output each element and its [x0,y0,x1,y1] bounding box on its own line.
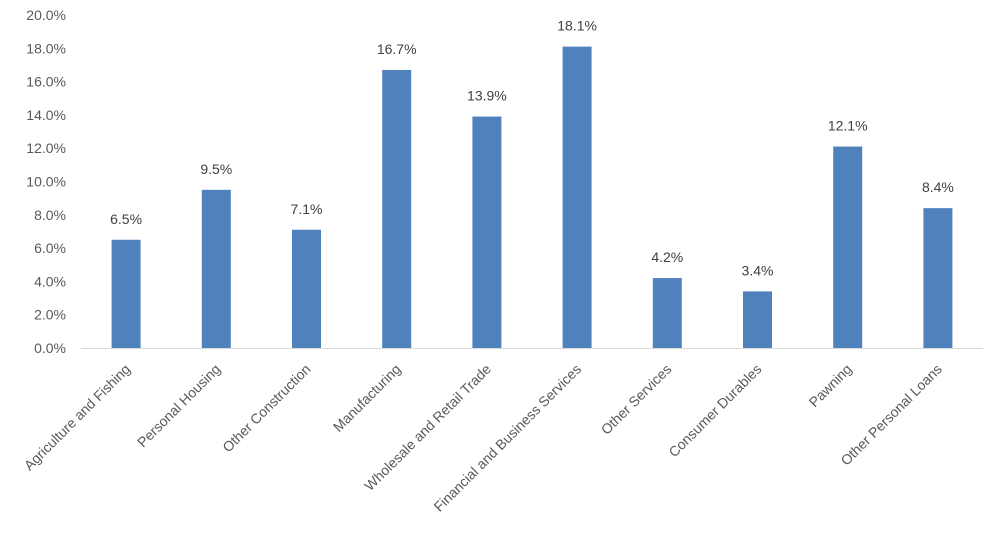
y-tick-label: 20.0% [26,7,66,23]
y-tick-label: 6.0% [34,240,66,256]
bar [562,46,592,348]
x-category-label: Consumer Durables [665,361,764,460]
y-tick-label: 4.0% [34,273,66,289]
data-label: 4.2% [651,249,683,265]
x-category-label: Other Construction [219,361,313,455]
data-label: 12.1% [828,118,868,134]
bar [201,189,231,348]
data-label: 8.4% [922,179,954,195]
y-tick-label: 14.0% [26,107,66,123]
data-label: 7.1% [291,201,323,217]
y-tick-label: 8.0% [34,207,66,223]
x-category-label: Financial and Business Services [430,361,584,515]
data-label: 13.9% [467,88,507,104]
bar [652,278,682,348]
bar [111,239,141,348]
bar [833,146,863,348]
x-category-label: Other Services [598,361,675,438]
bar [472,116,502,348]
data-label: 6.5% [110,211,142,227]
bars [111,46,953,348]
data-label: 18.1% [557,18,597,34]
x-category-label: Manufacturing [330,361,404,435]
x-category-label: Pawning [806,361,855,410]
bar [382,69,412,348]
bar [923,208,953,348]
y-tick-label: 18.0% [26,40,66,56]
data-label: 9.5% [200,161,232,177]
y-tick-label: 2.0% [34,307,66,323]
y-tick-label: 12.0% [26,140,66,156]
bar [743,291,772,348]
y-tick-label: 16.0% [26,74,66,90]
x-category-label: Other Personal Loans [837,361,945,469]
data-label: 16.7% [377,41,417,57]
x-category-label: Personal Housing [134,361,223,450]
x-category-label: Agriculture and Fishing [21,361,134,474]
x-axis-labels: Agriculture and Fishing Personal HousingO… [21,361,945,515]
y-axis-labels: 0.0% 2.0% 4.0% 6.0% 8.0% 10.0% 12.0% 14.0% 16.0%… [26,7,66,356]
data-labels: 6.5% 9.5% 7.1% 16.7% 13.9% 18.1% 4.2% 3.4% 12.1%… [110,18,954,279]
y-tick-label: 10.0% [26,174,66,190]
bar [292,229,321,348]
data-label: 3.4% [742,262,774,278]
y-tick-label: 0.0% [34,340,66,356]
